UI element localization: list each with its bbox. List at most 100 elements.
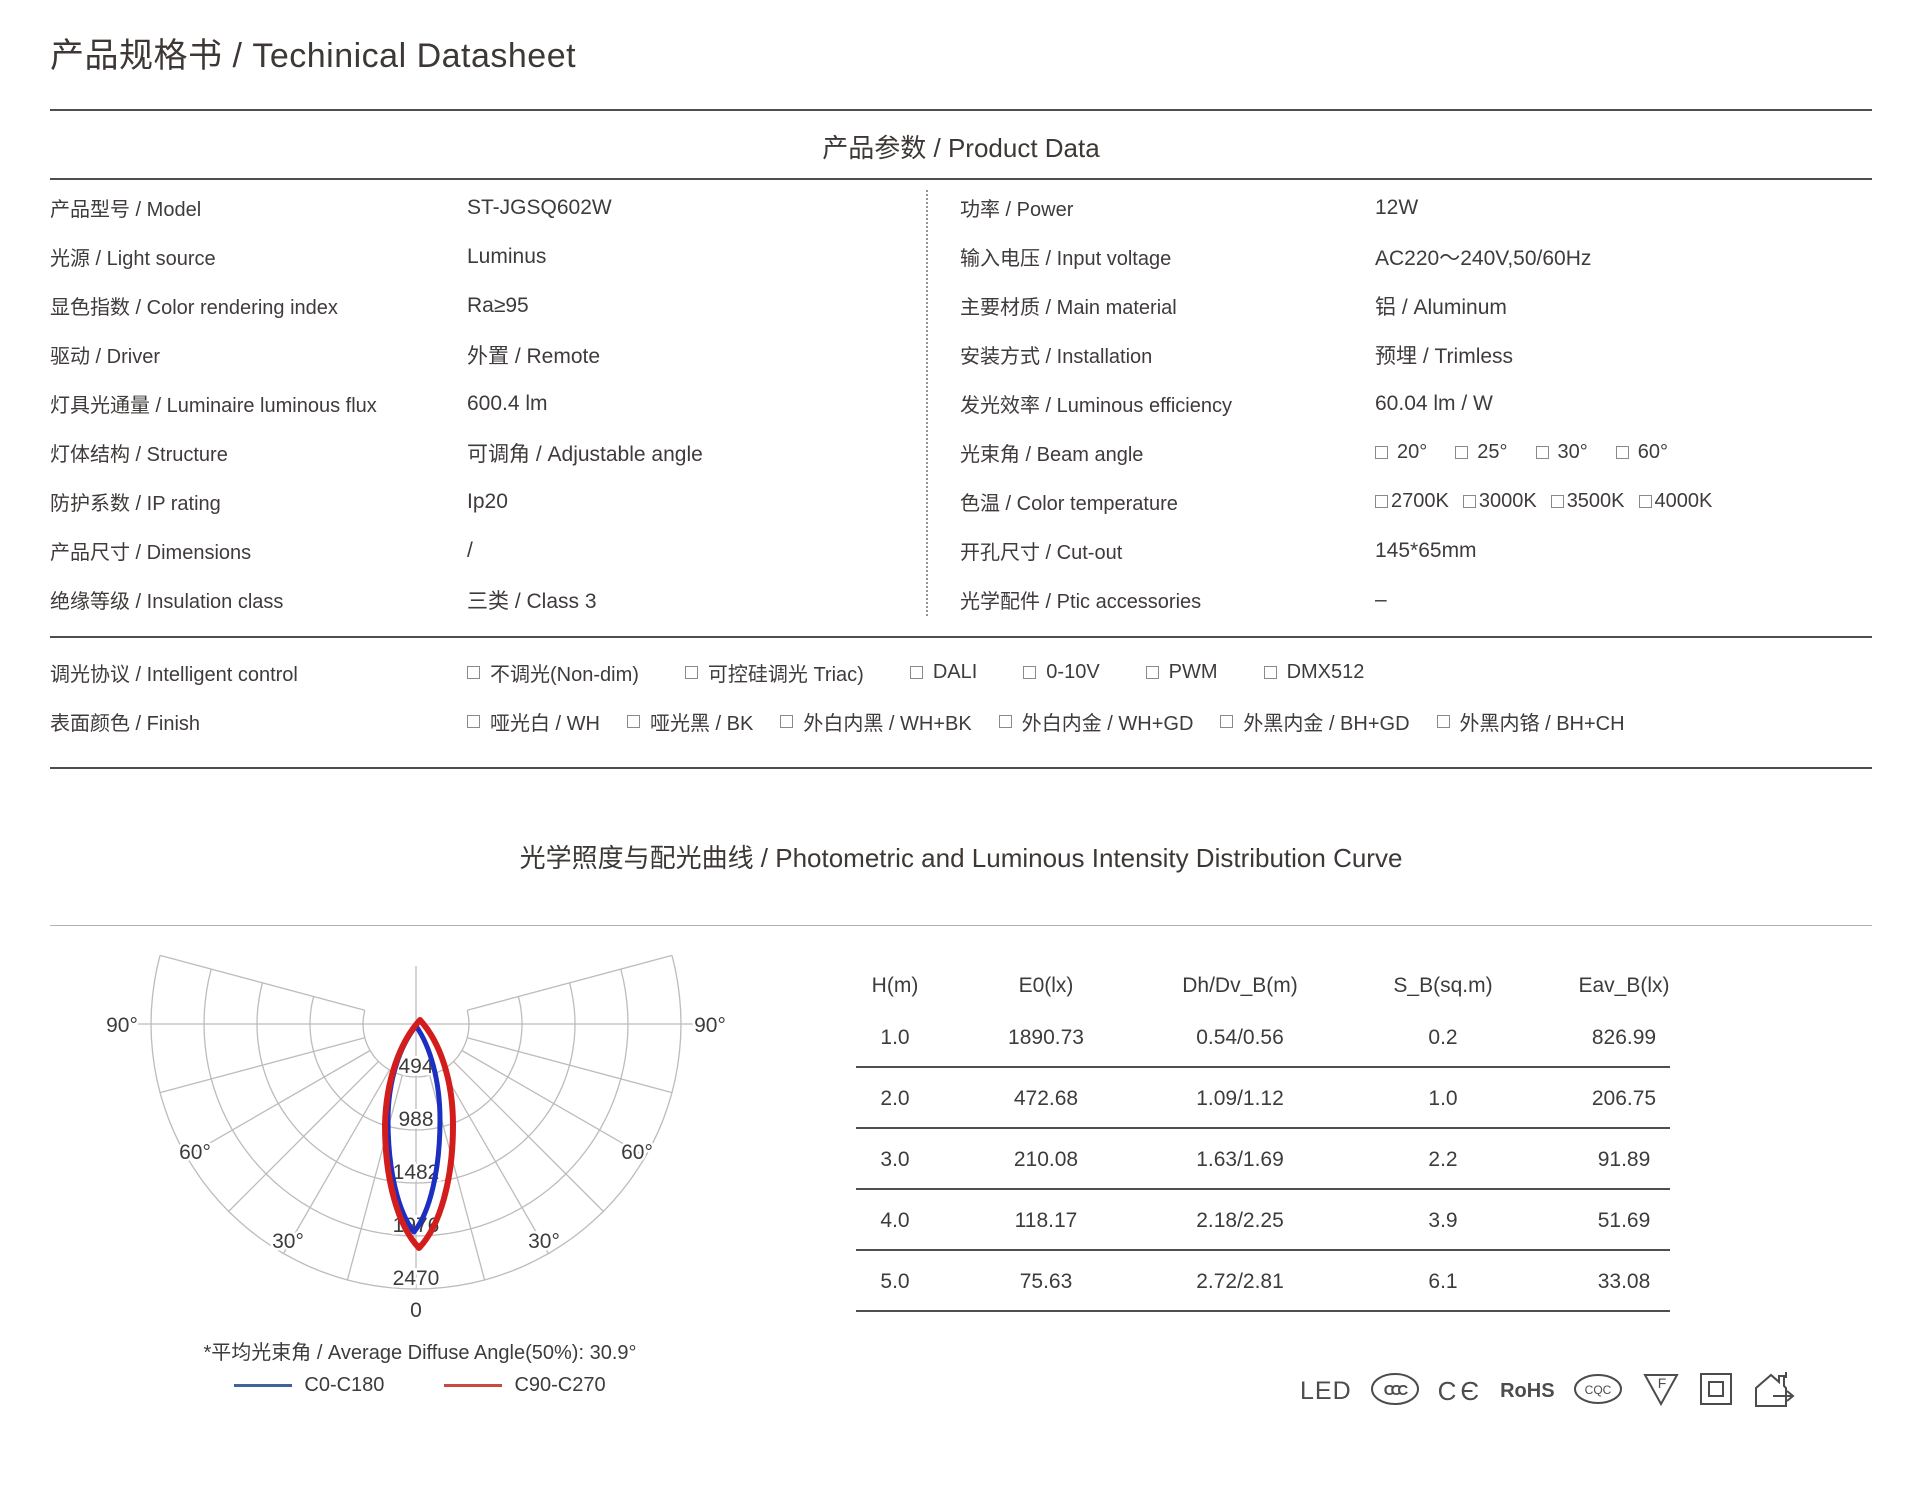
spec-label: 灯具光通量 / Luminaire luminous flux	[50, 395, 377, 417]
checkbox-icon	[1145, 666, 1159, 679]
certification-icons: LED CCC CЄ RoHS CQC F	[1300, 1366, 1797, 1416]
svg-text:CQC: CQC	[1584, 1383, 1611, 1397]
grid-spoke	[159, 954, 365, 1011]
recessed-enclosure-mark-icon	[1751, 1368, 1797, 1415]
table-cell: 75.63	[1019, 1269, 1073, 1293]
checkbox-option-label: 60°	[1637, 441, 1668, 463]
spec-row: 驱动 / Driver 外置 / Remote	[50, 330, 703, 379]
product-data-heading: 产品参数 / Product Data	[822, 133, 1100, 163]
legend-label: C0-C180	[304, 1374, 385, 1396]
checkbox-option-label: PWM	[1168, 661, 1218, 683]
zero-label: 0	[410, 1299, 422, 1322]
table-cell: 1.0	[880, 1025, 910, 1049]
spec-value: 600.4 lm	[467, 391, 548, 415]
table-cell: 51.69	[1597, 1208, 1651, 1232]
grid-spoke	[467, 954, 673, 1011]
spec-label: 光源 / Light source	[50, 248, 216, 270]
grid-spoke	[282, 1069, 391, 1254]
checkbox-option: 0-10V	[1023, 661, 1100, 684]
table-cell: 91.89	[1597, 1147, 1651, 1171]
spec-right-column: 功率 / Power 12W 输入电压 / Input voltage AC220～2…	[960, 183, 1712, 624]
checkbox-icon	[467, 715, 480, 728]
checkbox-option: 30°	[1535, 441, 1588, 464]
rule-product-top	[50, 178, 1872, 180]
rule-photometric	[50, 925, 1872, 926]
photometric-table: H(m) E0(lx) Dh/Dv_B(m) S_B(sq.m) Eav_B(lx) 1.…	[830, 965, 1710, 1312]
spec-row: 防护系数 / IP rating Ip20	[50, 477, 703, 526]
checkbox-icon	[1436, 715, 1450, 728]
checkbox-option-label: 0-10V	[1046, 661, 1100, 683]
spec-value: Ip20	[467, 489, 508, 513]
table-cell: 5.0	[880, 1269, 910, 1293]
ccc-mark-icon: CCC	[1369, 1371, 1421, 1412]
angle-label-90-left: 90°	[106, 1014, 138, 1037]
table-cell: 2.0	[880, 1086, 910, 1110]
spec-label: 防护系数 / IP rating	[50, 493, 221, 515]
checkbox-option-label: DALI	[932, 661, 978, 683]
checkbox-option: 外黑内铬 / BH+CH	[1436, 707, 1625, 736]
checkbox-option-label: 可控硅调光 Triac)	[707, 664, 864, 686]
table-cell: 2.18/2.25	[1196, 1208, 1284, 1232]
spec-value: ST-JGSQ602W	[467, 195, 612, 219]
angle-label-60-left: 60°	[179, 1141, 211, 1164]
grid-spoke	[441, 1069, 550, 1254]
checkbox-icon	[684, 666, 698, 679]
ring-value-label: 1482	[393, 1161, 440, 1184]
table-header-cell: H(m)	[871, 974, 919, 997]
table-cell: 472.68	[1013, 1086, 1079, 1110]
rule-top	[50, 109, 1872, 111]
checkbox-icon	[1263, 666, 1277, 679]
spec-value: 可调角 / Adjustable angle	[467, 442, 703, 466]
table-row: 4.0 118.17 2.18/2.25 3.9 51.69	[830, 1190, 1710, 1251]
checkbox-option-label: 哑光黑 / BK	[650, 713, 754, 735]
rule-mid	[50, 636, 1872, 638]
spec-row: 安装方式 / Installation 预埋 / Trimless	[960, 330, 1712, 379]
table-cell: 6.1	[1428, 1269, 1458, 1293]
checkbox-option-label: 不调光(Non-dim)	[490, 664, 639, 686]
spec-label: 产品型号 / Model	[50, 199, 202, 221]
spec-label: 安装方式 / Installation	[960, 346, 1153, 368]
checkbox-option-label: 外黑内铬 / BH+CH	[1459, 713, 1625, 735]
checkbox-group: 2700K 3000K 3500K 4000K	[1375, 490, 1712, 513]
spec-label: 发光效率 / Luminous efficiency	[960, 395, 1232, 417]
table-cell: 3.9	[1428, 1208, 1458, 1232]
led-label: LED	[1300, 1376, 1352, 1405]
table-cell: 206.75	[1591, 1086, 1657, 1110]
checkbox-option: 不调光(Non-dim)	[467, 658, 639, 687]
table-row: 5.0 75.63 2.72/2.81 6.1 33.08	[830, 1251, 1710, 1312]
spec-row: 调光协议 / Intelligent control 不调光(Non-dim) 可控…	[50, 648, 1625, 697]
spec-left-column: 产品型号 / Model ST-JGSQ602W 光源 / Light source…	[50, 183, 703, 624]
average-diffuse-angle-note: *平均光束角 / Average Diffuse Angle(50%): 30.…	[203, 1342, 637, 1364]
spec-row: 表面颜色 / Finish 哑光白 / WH 哑光黑 / BK 外白内黑 / WH+B…	[50, 697, 1625, 746]
spec-row: 输入电压 / Input voltage AC220～240V,50/60Hz	[960, 232, 1712, 281]
checkbox-option: 3000K	[1462, 490, 1537, 513]
grid-spoke	[228, 1061, 379, 1212]
checkbox-option: 外黑内金 / BH+GD	[1220, 707, 1410, 736]
table-header-row: H(m) E0(lx) Dh/Dv_B(m) S_B(sq.m) Eav_B(lx)	[830, 965, 1710, 1007]
checkbox-option-label: 外白内金 / WH+GD	[1021, 713, 1194, 735]
checkbox-group: 哑光白 / WH 哑光黑 / BK 外白内黑 / WH+BK 外白内金 / WH+GD…	[467, 707, 1625, 736]
checkbox-icon	[467, 666, 480, 679]
spec-value: Ra≥95	[467, 293, 529, 317]
table-cell: 1.09/1.12	[1196, 1086, 1284, 1110]
cqc-mark-icon: CQC	[1572, 1372, 1624, 1411]
table-cell: 1.63/1.69	[1196, 1147, 1284, 1171]
checkbox-option-label: DMX512	[1286, 661, 1365, 683]
spec-label: 光学配件 / Ptic accessories	[960, 591, 1202, 613]
spec-row: 绝缘等级 / Insulation class 三类 / Class 3	[50, 575, 703, 624]
ring-value-label: 988	[398, 1108, 433, 1131]
spec-value: 铝 / Aluminum	[1375, 295, 1507, 319]
grid-spoke	[159, 1037, 365, 1094]
checkbox-option-label: 20°	[1397, 441, 1428, 463]
spec-row: 发光效率 / Luminous efficiency 60.04 lm / W	[960, 379, 1712, 428]
spec-row: 光束角 / Beam angle 20° 25° 30° 60°	[960, 428, 1712, 477]
checkbox-option: 可控硅调光 Triac)	[684, 658, 864, 687]
table-header-cell: S_B(sq.m)	[1393, 974, 1493, 997]
table-cell: 2.2	[1428, 1147, 1458, 1171]
legend-swatch	[234, 1384, 293, 1387]
spec-value: 预埋 / Trimless	[1375, 344, 1514, 368]
spec-label: 显色指数 / Color rendering index	[50, 297, 338, 319]
spec-label: 色温 / Color temperature	[960, 493, 1178, 515]
